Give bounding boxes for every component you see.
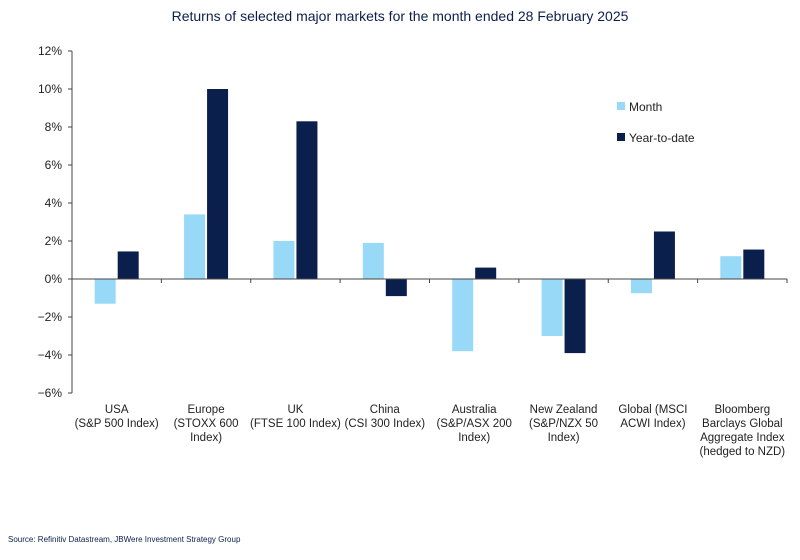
bar-month bbox=[94, 279, 116, 304]
category-label: UK (FTSE 100 Index) bbox=[250, 404, 341, 430]
category-label: Bloomberg Barclays Global Aggregate Index(… bbox=[699, 404, 785, 458]
bar-month bbox=[273, 241, 295, 279]
bar-ytd bbox=[564, 279, 586, 354]
y-tick-label: 2% bbox=[45, 234, 63, 248]
bar-ytd bbox=[117, 251, 139, 279]
y-tick-label: −6% bbox=[38, 386, 63, 400]
legend-swatch-month bbox=[617, 102, 625, 110]
y-tick-label: 0% bbox=[45, 272, 63, 286]
y-tick-label: 6% bbox=[45, 158, 63, 172]
bar-month bbox=[630, 279, 652, 294]
bars bbox=[94, 89, 765, 354]
source-note: Source: Refinitiv Datastream, JBWere Inv… bbox=[8, 535, 241, 544]
legend-swatch-ytd bbox=[617, 133, 625, 141]
y-tick-label: 8% bbox=[45, 120, 63, 134]
bar-month bbox=[362, 242, 384, 279]
y-tick-label: 12% bbox=[38, 44, 62, 58]
y-axis: 12% 10% 8% 6% 4% 2% 0% −2% −4% −6% bbox=[38, 44, 73, 400]
category-label: China (CSI 300 Index) bbox=[345, 404, 426, 430]
bar-month bbox=[541, 279, 563, 336]
category-label: Europe (STOXX 600 Index) bbox=[174, 404, 239, 444]
legend-label-ytd: Year-to-date bbox=[629, 131, 695, 145]
chart-title: Returns of selected major markets for th… bbox=[171, 8, 629, 24]
category-label: USA (S&P 500 Index) bbox=[75, 404, 159, 430]
category-label: New Zealand (S&P/NZX 50 Index) bbox=[529, 404, 598, 444]
bar-month bbox=[452, 279, 474, 352]
bar-ytd bbox=[296, 121, 318, 279]
legend: Month Year-to-date bbox=[617, 100, 695, 145]
bar-ytd bbox=[207, 89, 229, 279]
category-labels: USA (S&P 500 Index) Europe (STOXX 600 Index)… bbox=[75, 404, 786, 458]
bar-month bbox=[720, 256, 742, 279]
bar-ytd bbox=[743, 249, 765, 279]
bar-ytd bbox=[475, 267, 497, 279]
bar-ytd bbox=[385, 279, 407, 297]
y-tick-label: −4% bbox=[38, 348, 63, 362]
bar-ytd bbox=[653, 231, 675, 279]
y-tick-label: 10% bbox=[38, 82, 62, 96]
legend-label-month: Month bbox=[629, 100, 662, 114]
category-label: Global (MSCI ACWI Index) bbox=[618, 404, 687, 430]
bar-month bbox=[184, 214, 206, 279]
category-label: Australia (S&P/ASX 200 Index) bbox=[436, 404, 511, 444]
y-tick-label: −2% bbox=[38, 310, 63, 324]
x-axis bbox=[72, 278, 788, 283]
y-tick-label: 4% bbox=[45, 196, 63, 210]
